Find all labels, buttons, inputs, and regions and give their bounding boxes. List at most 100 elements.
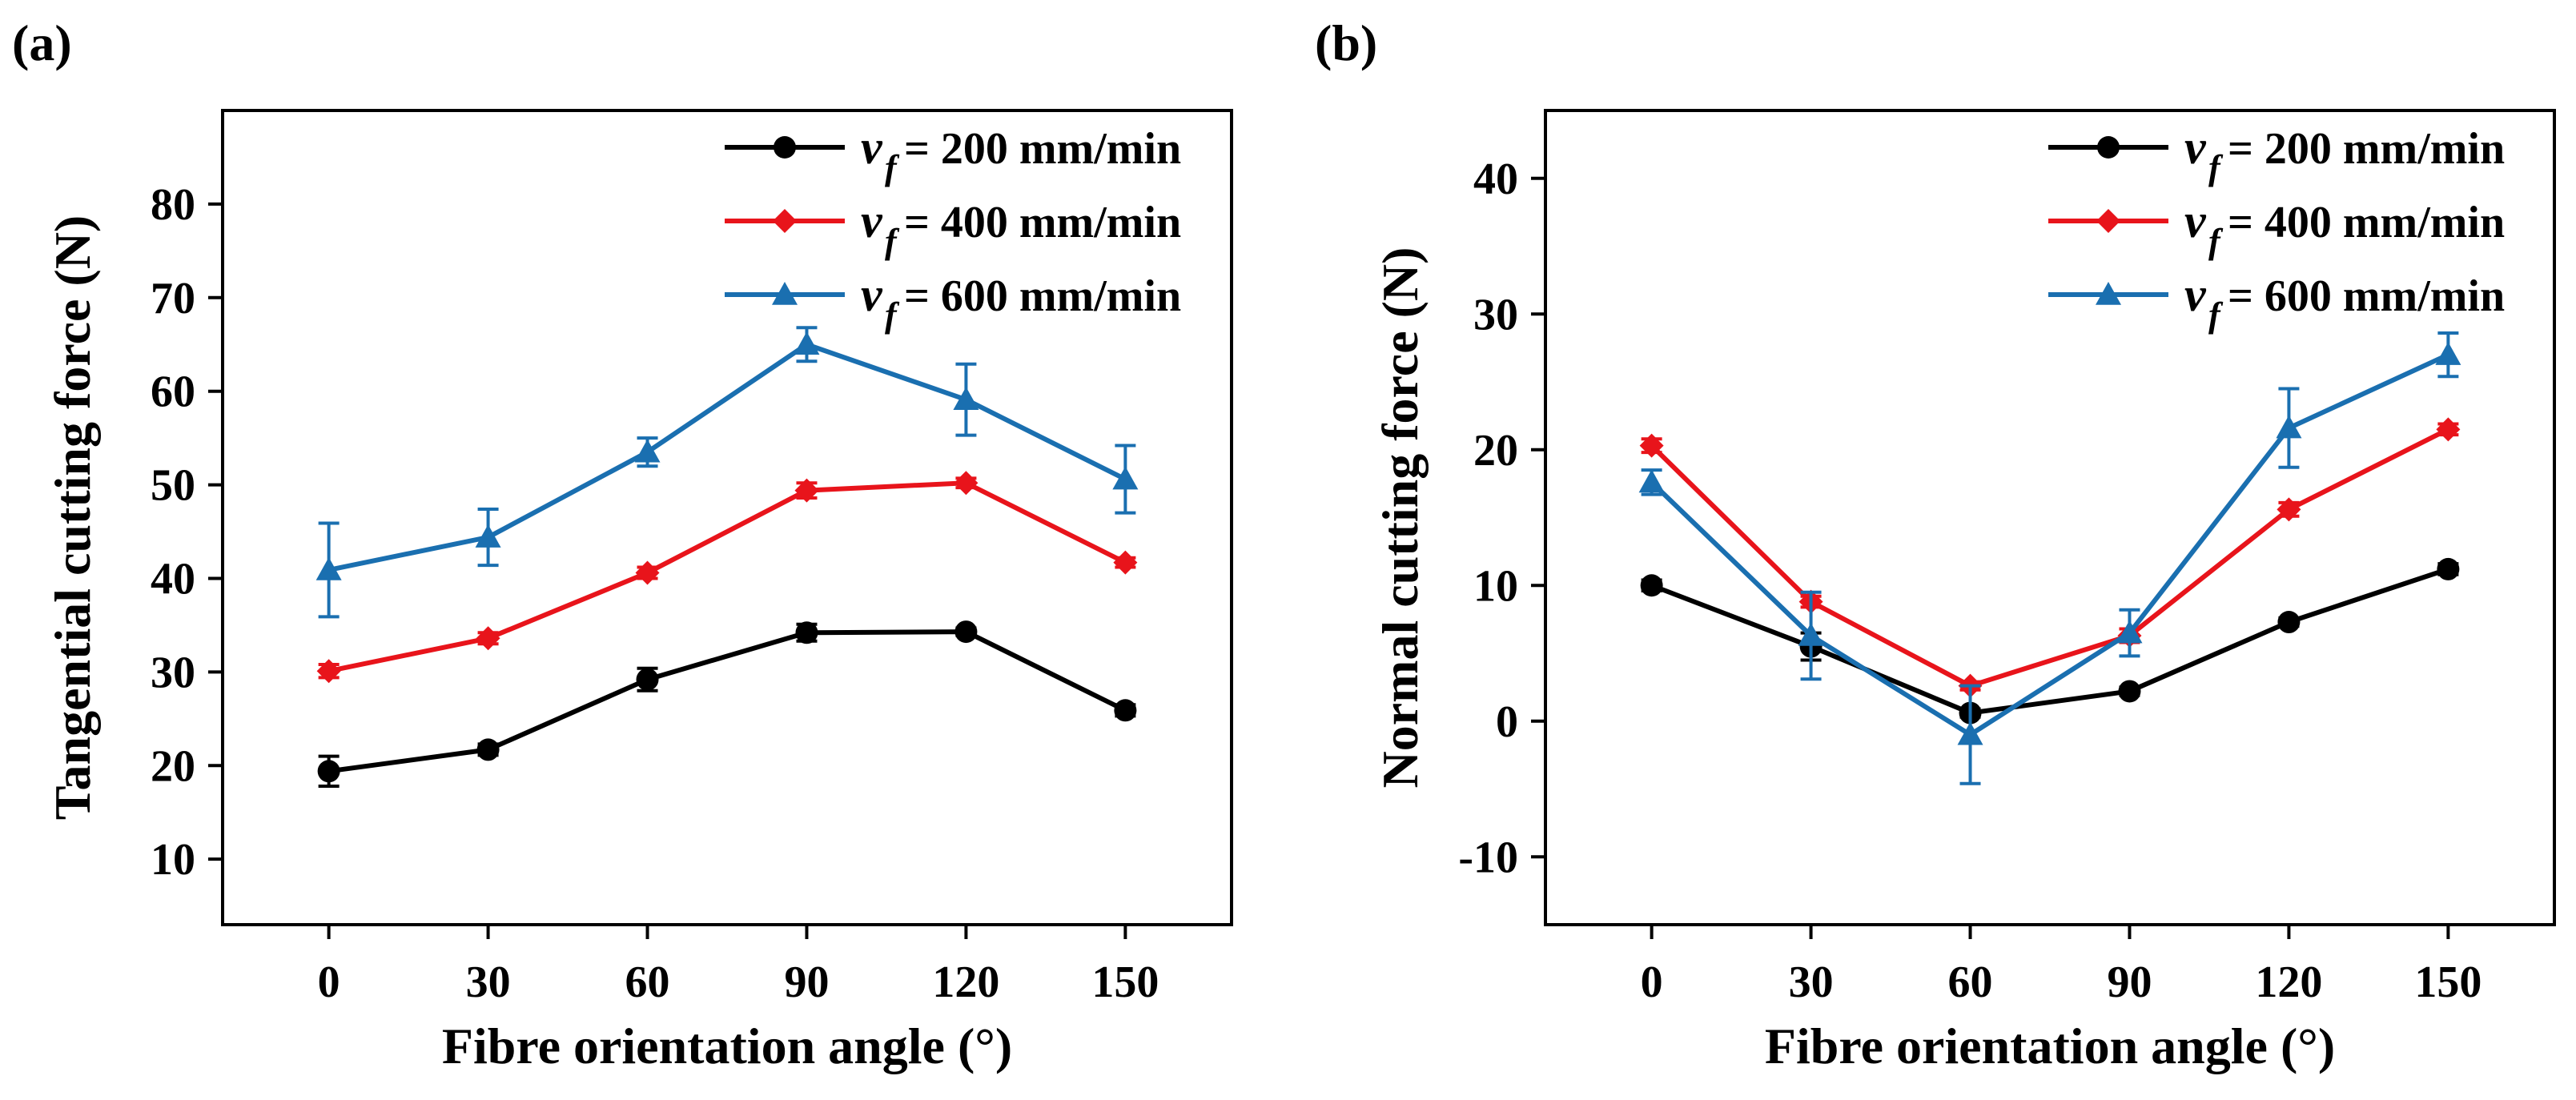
- legend-marker: [2096, 209, 2120, 233]
- legend-label: = 200 mm/min: [2228, 124, 2505, 174]
- x-tick-label: 120: [932, 957, 999, 1007]
- series-2: [1639, 417, 2461, 698]
- series-3: [315, 326, 1139, 619]
- y-tick-label: 10: [1473, 561, 1518, 611]
- legend-subscript: f: [885, 295, 900, 335]
- series-line: [328, 342, 1127, 572]
- y-tick-label: 40: [151, 554, 195, 604]
- legend-symbol: v: [861, 268, 883, 321]
- y-tick-label: 50: [151, 461, 195, 511]
- legend-symbol: v: [861, 121, 883, 174]
- data-point: [2277, 497, 2301, 522]
- legend-marker: [773, 209, 797, 233]
- panel-label: (a): [12, 14, 72, 71]
- series-1: [317, 620, 1137, 788]
- data-point: [954, 471, 979, 496]
- data-point: [2436, 417, 2461, 442]
- y-tick-label: 30: [1473, 290, 1518, 339]
- series-line: [1650, 567, 2449, 716]
- data-point: [476, 626, 500, 651]
- y-tick-label: 60: [151, 367, 195, 417]
- data-point: [1957, 721, 1983, 745]
- x-tick-label: 60: [1948, 957, 1993, 1007]
- series-3: [1638, 331, 2461, 785]
- data-point: [794, 478, 819, 503]
- data-point: [476, 738, 500, 761]
- data-point: [1113, 550, 1138, 575]
- legend-symbol: v: [861, 195, 883, 247]
- legend-label: = 600 mm/min: [904, 271, 1181, 321]
- y-axis-label: Normal cutting force (N): [1372, 247, 1429, 789]
- data-point: [795, 621, 818, 644]
- legend-subscript: f: [885, 222, 900, 261]
- x-tick-label: 60: [625, 957, 670, 1007]
- data-point: [2437, 557, 2460, 580]
- legend-marker: [774, 136, 796, 159]
- x-tick-label: 150: [2414, 957, 2482, 1007]
- data-point: [2435, 342, 2461, 365]
- legend-symbol: v: [2184, 195, 2207, 247]
- y-tick-label: 30: [151, 648, 195, 697]
- data-point: [634, 439, 661, 463]
- data-point: [475, 524, 501, 548]
- series-1: [1640, 557, 2460, 725]
- data-point: [1114, 699, 1137, 722]
- data-point: [1638, 469, 1665, 493]
- series-2: [316, 471, 1138, 684]
- legend-subscript: f: [2208, 222, 2224, 261]
- x-tick-label: 30: [1789, 957, 1834, 1007]
- y-tick-label: 20: [151, 741, 195, 791]
- data-point: [2276, 415, 2302, 439]
- data-point: [1640, 574, 1663, 597]
- data-point: [636, 668, 659, 691]
- data-point: [635, 560, 660, 585]
- data-point: [954, 620, 978, 644]
- data-point: [316, 659, 341, 684]
- legend-marker: [2096, 282, 2121, 305]
- legend-subscript: f: [885, 148, 900, 187]
- y-axis-label: Tangential cutting force (N): [44, 215, 101, 821]
- y-tick-label: 0: [1496, 697, 1518, 747]
- legend-label: = 200 mm/min: [904, 124, 1181, 174]
- x-tick-label: 0: [318, 957, 340, 1007]
- series-line: [1650, 427, 2449, 689]
- legend-symbol: v: [2184, 121, 2207, 174]
- data-point: [2118, 680, 2141, 703]
- x-tick-label: 0: [1641, 957, 1663, 1007]
- x-axis-label: Fibre orientation angle (°): [1765, 1018, 2335, 1074]
- x-tick-label: 30: [466, 957, 511, 1007]
- plot-frame: [221, 109, 1233, 926]
- legend-marker: [2097, 136, 2120, 159]
- y-tick-label: 10: [151, 835, 195, 885]
- x-tick-label: 120: [2255, 957, 2322, 1007]
- x-tick-label: 90: [784, 957, 829, 1007]
- plot-frame: [1544, 109, 2556, 926]
- series-line: [1650, 352, 2449, 737]
- legend-subscript: f: [2208, 148, 2224, 187]
- y-tick-label: 80: [151, 180, 195, 230]
- legend-symbol: v: [2184, 268, 2207, 321]
- y-tick-label: 20: [1473, 426, 1518, 476]
- y-tick-label: 40: [1473, 155, 1518, 204]
- data-point: [794, 331, 820, 355]
- data-point: [953, 387, 979, 411]
- x-tick-label: 90: [2107, 957, 2152, 1007]
- legend-subscript: f: [2208, 295, 2224, 335]
- panel-a: (a) 10 20 30 40 50 60 70 80 0 30 60 90 120 150 Fibre or…: [12, 14, 1233, 1074]
- series-line: [328, 480, 1127, 674]
- x-axis-label: Fibre orientation angle (°): [442, 1018, 1012, 1074]
- legend-label: = 400 mm/min: [904, 198, 1181, 247]
- panel-label: (b): [1315, 14, 1377, 71]
- x-tick-label: 150: [1091, 957, 1159, 1007]
- data-point: [1112, 466, 1139, 490]
- data-point: [317, 760, 340, 783]
- legend-label: = 600 mm/min: [2228, 271, 2505, 321]
- data-point: [2116, 620, 2143, 644]
- data-point: [315, 556, 342, 580]
- legend-label: = 400 mm/min: [2228, 198, 2505, 247]
- y-tick-label: -10: [1458, 833, 1518, 882]
- series-line: [328, 629, 1127, 774]
